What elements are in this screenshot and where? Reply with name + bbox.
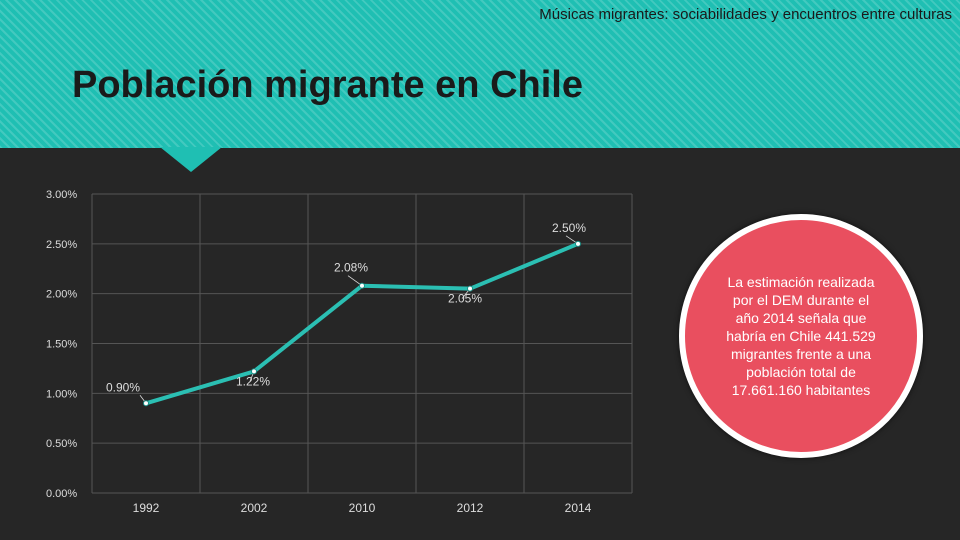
note-bubble: La estimación realizada por el DEM duran…: [679, 214, 923, 458]
data-point: [575, 240, 581, 247]
y-tick-label: 0.00%: [46, 488, 77, 500]
data-label: 2.08%: [334, 261, 368, 275]
data-point: [467, 285, 473, 292]
page-title: Población migrante en Chile: [72, 64, 583, 106]
header-banner: Músicas migrantes: sociabilidades y encu…: [0, 0, 960, 148]
x-tick-label: 2014: [565, 501, 592, 515]
header-notch: [160, 147, 222, 172]
data-label: 1.22%: [236, 374, 270, 388]
x-tick-label: 2012: [457, 501, 484, 515]
data-label: 2.05%: [448, 292, 482, 306]
data-point: [251, 368, 257, 375]
y-tick-label: 1.50%: [46, 339, 77, 351]
x-tick-label: 2002: [241, 501, 268, 515]
y-tick-label: 3.00%: [46, 189, 77, 201]
x-tick-label: 1992: [133, 501, 160, 515]
x-tick-label: 2010: [349, 501, 376, 515]
data-label: 2.50%: [552, 221, 586, 235]
data-point: [359, 282, 365, 289]
y-tick-label: 2.00%: [46, 289, 77, 301]
note-text: La estimación realizada por el DEM duran…: [726, 274, 876, 398]
data-label: 0.90%: [106, 380, 140, 394]
presentation-subtitle: Músicas migrantes: sociabilidades y encu…: [539, 6, 952, 23]
y-tick-label: 0.50%: [46, 438, 77, 450]
y-tick-label: 2.50%: [46, 239, 77, 251]
data-point: [143, 400, 149, 407]
y-tick-label: 1.00%: [46, 388, 77, 400]
